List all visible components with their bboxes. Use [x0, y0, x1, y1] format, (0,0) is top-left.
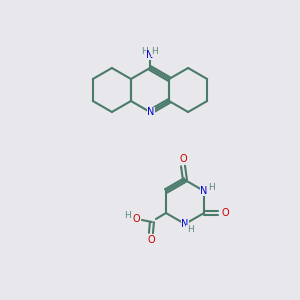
Text: H: H	[142, 47, 148, 56]
Text: H: H	[187, 226, 194, 235]
Text: N: N	[146, 50, 154, 60]
Text: N: N	[147, 107, 155, 117]
Text: N: N	[181, 219, 189, 229]
Text: H: H	[152, 47, 158, 56]
Text: O: O	[147, 235, 155, 245]
Text: O: O	[132, 214, 140, 224]
Text: O: O	[221, 208, 229, 218]
Text: H: H	[208, 182, 214, 191]
Text: H: H	[124, 211, 131, 220]
Text: N: N	[200, 186, 208, 196]
Text: O: O	[179, 154, 187, 164]
